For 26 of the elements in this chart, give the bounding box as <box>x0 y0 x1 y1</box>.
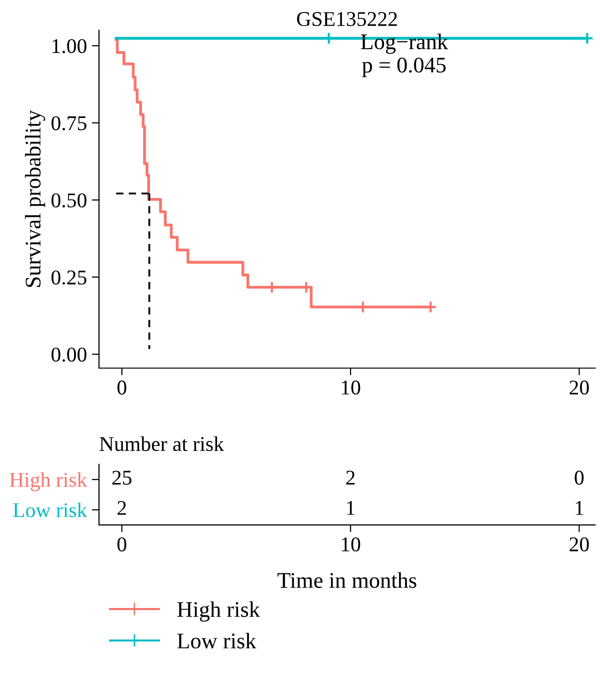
y-tick-label: 1.00 <box>52 39 86 54</box>
data-label: 0 <box>574 470 584 485</box>
y-tick-label: 0.75 <box>52 116 86 130</box>
chart-title: Number at risk <box>100 436 224 452</box>
y-tick-label: High risk <box>10 472 88 492</box>
data-label: 1 <box>576 501 584 515</box>
data-label: 2 <box>118 501 126 515</box>
x-tick-label: 0 <box>117 380 126 395</box>
x-tick-label: 10 <box>342 537 360 552</box>
y-tick-label: 0.25 <box>52 270 86 285</box>
y-tick-label: Low risk <box>13 502 88 518</box>
legend-label: High risk <box>177 601 260 622</box>
x-tick-label: 0 <box>117 537 126 552</box>
x-axis-title: Time in months <box>278 572 416 588</box>
x-tick-label: 10 <box>342 380 360 395</box>
legend-label: Low risk <box>177 632 256 648</box>
x-tick-label: 20 <box>570 537 589 552</box>
data-label: 2 <box>346 470 355 485</box>
data-label: 25 <box>112 470 132 485</box>
annotation: Log−rank p = 0.045 <box>360 34 448 78</box>
y-axis-title: Survival probability <box>24 110 46 287</box>
chart-title: GSE135222 <box>297 12 397 26</box>
y-tick-label: 0.00 <box>52 348 86 362</box>
y-tick-label: 0.50 <box>52 193 86 208</box>
x-tick-label: 20 <box>570 380 589 395</box>
data-label: 1 <box>347 501 354 515</box>
